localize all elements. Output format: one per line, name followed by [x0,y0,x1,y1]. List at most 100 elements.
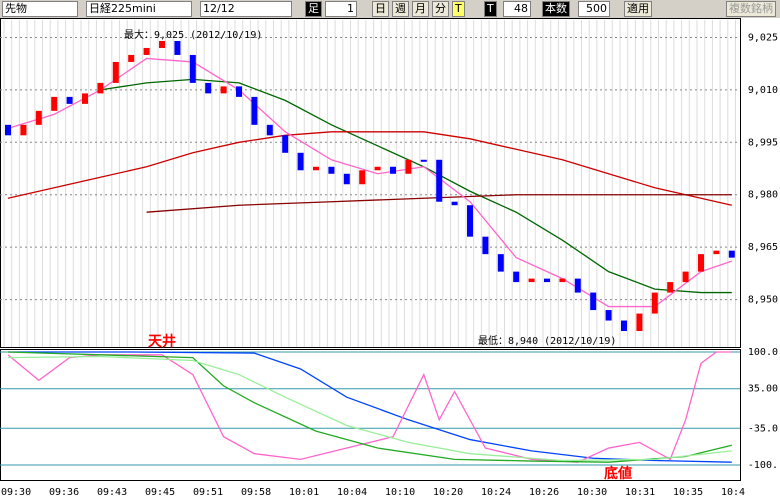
x-tick-label: 09:45 [145,487,175,498]
candle [636,313,643,332]
candle [266,124,273,136]
candle [5,124,11,136]
line [146,194,732,213]
candle [420,159,427,162]
candle [390,166,396,174]
x-tick-label: 10:4 [721,487,745,498]
candle [590,292,597,311]
minute-button[interactable]: 分 [432,1,449,17]
candle [51,96,58,111]
span-input[interactable]: 1 [325,1,357,17]
chart: 9,025 9,010 8,995 8,980 8,965 8,950 最大：9,025 (… [0,18,778,498]
candle [605,310,612,321]
candle [20,124,27,136]
tick-label: T [484,1,497,17]
candle [713,250,720,255]
low-annotation: 最低：8,940 (2012/10/19) [478,334,616,347]
candle [220,86,227,94]
y-tick-label: 100.0 [748,347,778,358]
toolbar: 先物 日経225mini 12/12 足 1 日 週 月 分 T T 48 本数… [0,0,780,18]
x-tick-label: 10:01 [289,487,319,498]
x-tick-label: 09:36 [49,487,79,498]
candle [189,54,196,83]
y-tick-label: 35.00 [748,384,778,395]
y-tick-label: 9,010 [748,85,778,96]
candle [297,152,304,171]
candle [159,40,165,48]
line [7,57,733,308]
y-tick-label: 8,950 [748,295,778,306]
candle [343,173,350,185]
candle [651,292,658,314]
x-tick-label: 09:51 [193,487,223,498]
y-tick-label: 9,025 [748,32,778,43]
candle [97,82,104,94]
candle [467,205,473,237]
candle [497,254,504,272]
candle [698,254,704,272]
candle [313,166,319,171]
candle [482,236,489,255]
high-annotation: 最大：9,025 (2012/10/19) [124,28,262,41]
candle [82,93,88,104]
y-tick-label: 8,980 [748,190,778,201]
candle [667,282,674,293]
candle [728,250,735,258]
x-tick-label: 09:58 [241,487,271,498]
candle [66,96,73,104]
x-tick-label: 10:10 [385,487,415,498]
osc-panel [0,349,741,481]
x-tick-label: 10:31 [625,487,655,498]
candle [328,166,335,174]
candle [559,278,566,283]
price-panel [0,18,741,348]
line [100,78,732,294]
candle [528,278,535,283]
day-button[interactable]: 日 [372,1,389,17]
candle [174,40,181,55]
candle [436,159,443,202]
y-tick-label: -35.0 [748,423,778,434]
market-select[interactable]: 先物 [2,1,78,17]
x-tick-label: 10:30 [577,487,607,498]
multi-button[interactable]: 複数銘柄 [726,1,776,17]
candle [405,159,412,174]
candle [513,271,520,283]
candle [359,170,366,185]
candle [112,61,119,83]
candle [282,135,289,153]
line [7,351,732,463]
y-tick-label: 8,995 [748,137,778,148]
candle [621,320,627,332]
x-tick-label: 09:30 [1,487,31,498]
candle [35,110,42,125]
x-tick-label: 10:35 [673,487,703,498]
x-tick-label: 09:43 [97,487,127,498]
bottom-annotation: 底値 [604,465,632,482]
candle [128,54,135,62]
y-tick-label: -100. [748,460,778,471]
tick-button[interactable]: T [452,1,465,17]
line [8,351,732,463]
candle [544,278,550,283]
bars-input[interactable]: 48 [503,1,531,17]
candle [374,166,381,171]
x-tick-label: 10:04 [337,487,367,498]
candle [682,271,689,283]
candle [451,201,458,206]
symbol-select[interactable]: 日経225mini [86,1,192,17]
contract-select[interactable]: 12/12 [200,1,292,17]
top-annotation: 天井 [148,333,176,350]
week-button[interactable]: 週 [392,1,409,17]
candle [205,82,212,94]
y-tick-label: 8,965 [748,242,778,253]
line [7,355,732,462]
x-tick-label: 10:26 [529,487,559,498]
count-label: 本数 [542,1,570,17]
month-button[interactable]: 月 [412,1,429,17]
candle [236,86,242,97]
count-input[interactable]: 500 [578,1,610,17]
line [7,131,732,206]
apply-button[interactable]: 適用 [624,1,652,17]
